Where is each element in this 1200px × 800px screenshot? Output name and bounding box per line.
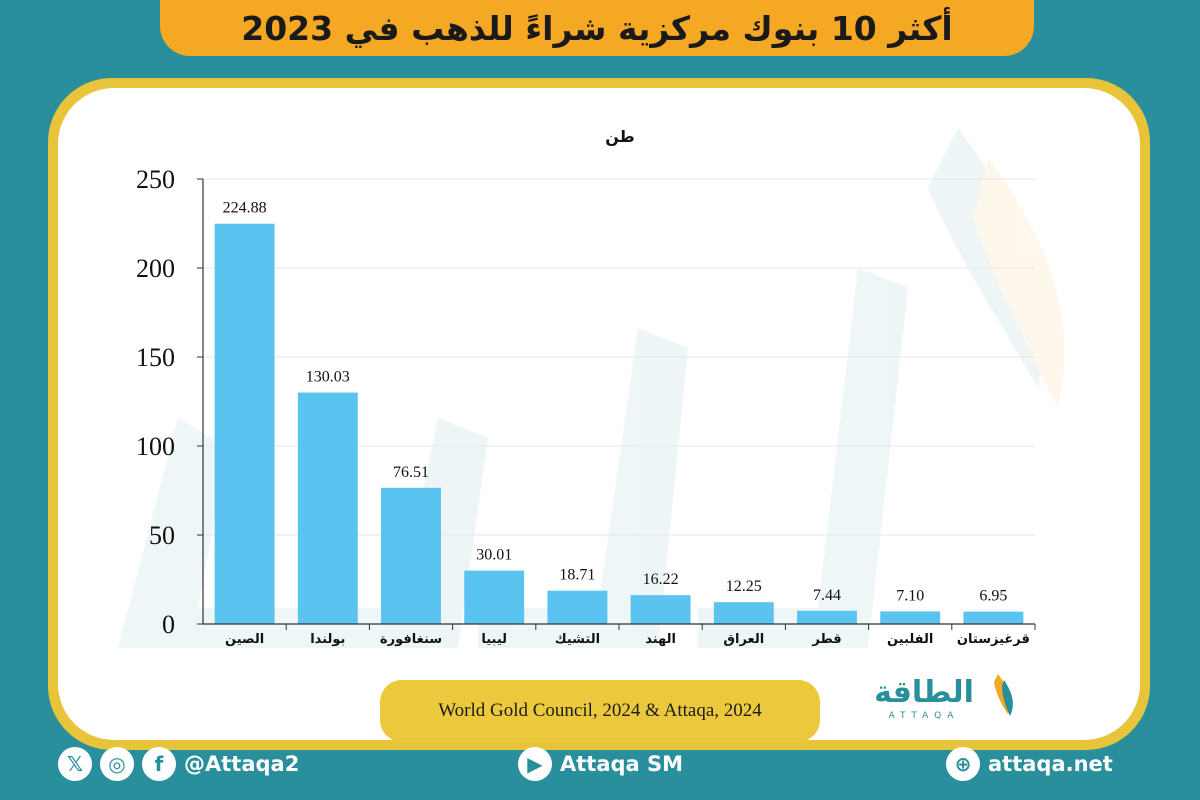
x-tick-label: الفلبين xyxy=(887,632,933,647)
x-tick-label: قرغيزستان xyxy=(957,632,1030,647)
y-tick-label: 0 xyxy=(162,610,175,639)
website-url: attaqa.net xyxy=(988,752,1113,776)
y-tick-label: 100 xyxy=(136,432,175,461)
social-handle[interactable]: @Attaqa2 xyxy=(184,752,300,776)
social-links: 𝕏 ◎ f @Attaqa2 xyxy=(58,742,299,786)
youtube-channel: Attaqa SM xyxy=(560,752,684,776)
y-axis-unit: طن xyxy=(605,127,634,146)
source-badge: World Gold Council, 2024 & Attaqa, 2024 xyxy=(380,680,820,742)
bar xyxy=(297,392,358,624)
x-tick-label: قطر xyxy=(811,632,841,647)
x-tick-label: الهند xyxy=(645,632,676,647)
svg-text:ATTAQA: ATTAQA xyxy=(889,711,960,721)
bar-value-label: 12.25 xyxy=(726,578,762,595)
x-tick-label: بولندا xyxy=(310,632,345,647)
x-tick-label: سنغافورة xyxy=(380,632,442,647)
bar-value-label: 6.95 xyxy=(979,588,1007,605)
y-tick-label: 50 xyxy=(149,521,175,550)
bar xyxy=(797,610,857,624)
facebook-icon[interactable]: f xyxy=(142,747,176,781)
instagram-icon[interactable]: ◎ xyxy=(100,747,134,781)
y-tick-label: 200 xyxy=(136,254,175,283)
chart-card: 224.88 130.03 76.51 30.01 18.71 16.22 12.25 7.4… xyxy=(58,88,1140,740)
x-tick-label: العراق xyxy=(723,632,764,647)
bar xyxy=(880,611,941,624)
youtube-link[interactable]: ▶ Attaqa SM xyxy=(518,742,683,786)
bar xyxy=(464,570,525,624)
x-tick-label: التشيك xyxy=(555,632,600,647)
x-tick-label: الصين xyxy=(225,632,264,647)
globe-icon: ⊕ xyxy=(946,747,980,781)
y-tick-label: 250 xyxy=(136,165,175,194)
source-text: World Gold Council, 2024 & Attaqa, 2024 xyxy=(438,700,762,721)
bar-value-label: 18.71 xyxy=(559,567,595,584)
title-bar: أكثر 10 بنوك مركزية شراءً للذهب في 2023 xyxy=(160,0,1034,56)
bar xyxy=(963,611,1024,624)
page-title: أكثر 10 بنوك مركزية شراءً للذهب في 2023 xyxy=(241,8,953,48)
x-icon[interactable]: 𝕏 xyxy=(58,747,92,781)
watermark-logo xyxy=(118,128,1065,648)
website-link[interactable]: ⊕ attaqa.net xyxy=(946,742,1113,786)
bar xyxy=(214,223,275,624)
attaqa-logo: الطاقة ATTAQA xyxy=(874,674,1013,721)
bar xyxy=(547,590,608,624)
bar-value-label: 224.88 xyxy=(223,200,267,217)
x-tick-label: ليبيا xyxy=(481,632,507,647)
bar-value-label: 16.22 xyxy=(643,571,679,588)
bar-value-label: 76.51 xyxy=(393,464,429,481)
bar-value-label: 7.10 xyxy=(896,587,924,604)
youtube-icon: ▶ xyxy=(518,747,552,781)
bar-value-label: 130.03 xyxy=(306,369,350,386)
bar xyxy=(630,595,691,624)
bar xyxy=(381,487,441,624)
svg-text:الطاقة: الطاقة xyxy=(874,675,974,710)
bar-value-label: 7.44 xyxy=(813,587,841,604)
bar xyxy=(713,602,774,624)
y-tick-label: 150 xyxy=(136,343,175,372)
bar-value-label: 30.01 xyxy=(476,547,512,564)
bar-chart: 224.88 130.03 76.51 30.01 18.71 16.22 12.25 7.4… xyxy=(118,127,1065,648)
